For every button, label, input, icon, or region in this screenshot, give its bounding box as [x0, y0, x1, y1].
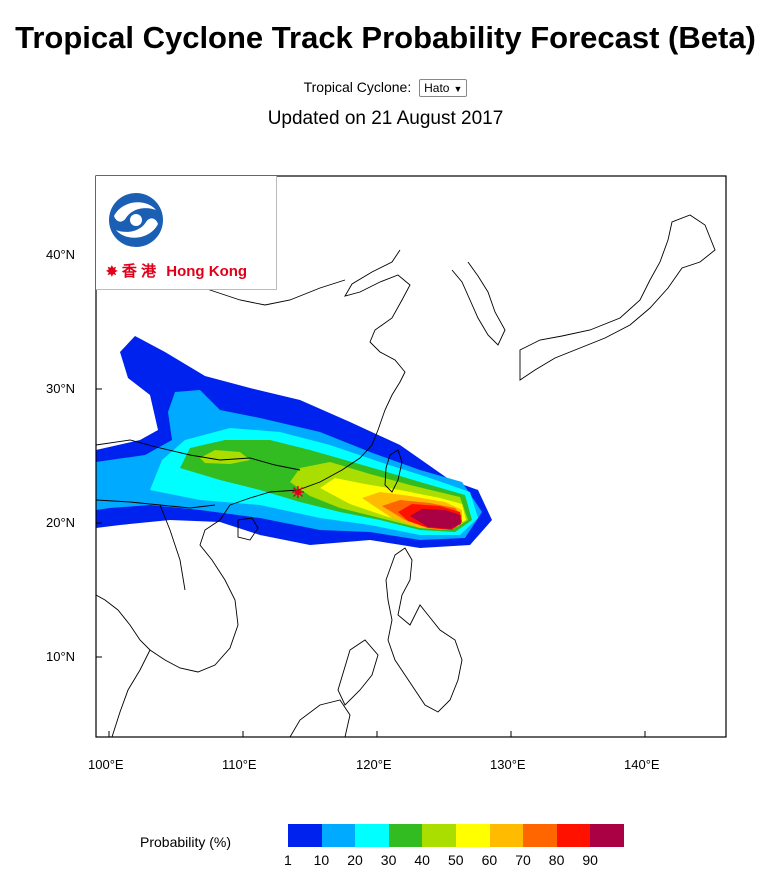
hong-kong-logo-text: ✸ 香 港 Hong Kong [106, 260, 247, 281]
probability-swath [96, 214, 716, 737]
legend-tick-label: 10 [313, 852, 330, 868]
legend-tick-label: 40 [414, 852, 430, 868]
lon-label: 100°E [88, 757, 124, 772]
legend-tick-label: 20 [347, 852, 363, 868]
legend-swatch [355, 824, 389, 847]
legend-swatch [556, 824, 591, 847]
legend-tick-label: 1 [284, 852, 292, 868]
legend-swatch [288, 824, 322, 847]
selector-label: Tropical Cyclone: [303, 79, 412, 95]
lon-label: 130°E [490, 757, 526, 772]
legend-title: Probability (%) [140, 834, 232, 850]
logo-text-cn: 香 港 [121, 263, 157, 280]
legend-tick-label: 70 [515, 852, 531, 868]
lat-label: 30°N [46, 381, 76, 396]
lon-label: 140°E [624, 757, 660, 772]
legend-swatch [455, 824, 490, 847]
cyclone-select[interactable]: Hato ▼ [419, 79, 468, 98]
legend-tick-label: 90 [582, 852, 598, 868]
legend-tick-label: 30 [380, 852, 397, 868]
bauhinia-icon: ✸ [106, 263, 118, 279]
updated-text: Updated on 21 August 2017 [267, 108, 504, 129]
legend-colorbar [288, 824, 624, 847]
legend-swatch [489, 824, 524, 847]
logo-text-en: Hong Kong [166, 263, 248, 280]
hong-kong-marker [292, 486, 304, 498]
legend-tick-label: 80 [548, 852, 565, 868]
legend-tick-label: 60 [481, 852, 498, 868]
legend-swatch [422, 824, 456, 847]
lat-label: 20°N [46, 515, 76, 530]
page-title: Tropical Cyclone Track Probability Forec… [15, 20, 756, 55]
hko-emblem-icon [109, 193, 163, 247]
lat-label: 10°N [46, 649, 76, 664]
lat-label: 40°N [46, 247, 76, 262]
cyclone-selector-row: Tropical Cyclone: Hato ▼ [0, 79, 771, 98]
legend-swatch [321, 824, 356, 847]
legend-swatch [590, 824, 624, 847]
hko-logo-box [96, 176, 277, 290]
legend-tick-label: 50 [448, 852, 464, 868]
legend-swatch [523, 824, 557, 847]
lon-label: 120°E [356, 757, 392, 772]
cyclone-select-value: Hato [424, 81, 450, 96]
lon-label: 110°E [222, 757, 257, 772]
legend-swatch [388, 824, 423, 847]
map-frame [95, 175, 727, 738]
chevron-down-icon: ▼ [453, 84, 463, 95]
